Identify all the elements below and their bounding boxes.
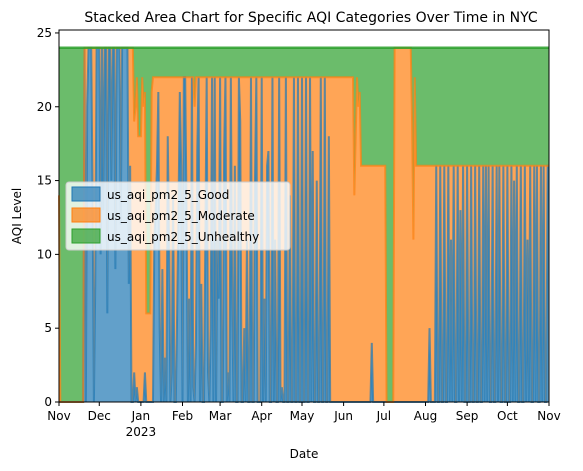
y-tick-label: 15 (37, 174, 52, 188)
x-tick-label: Mar (209, 409, 232, 423)
chart-title: Stacked Area Chart for Specific AQI Cate… (84, 10, 538, 26)
x-tick-label: Feb (172, 409, 193, 423)
x-tick-label: Apr (251, 409, 272, 423)
plot-frame (58, 29, 550, 403)
x-axis-label: Date (290, 447, 319, 461)
legend-label: us_aqi_pm2_5_Good (107, 188, 229, 202)
legend-swatch (71, 228, 101, 244)
x-tick-label: Jun (333, 409, 353, 423)
legend-swatch (71, 207, 101, 223)
x-tick-label: Aug (414, 409, 437, 423)
y-tick-label: 0 (44, 395, 52, 409)
plot-area (58, 29, 550, 403)
y-tick-label: 10 (37, 247, 52, 261)
series-area-unhealthy (59, 47, 549, 403)
series-layer (58, 46, 549, 403)
x-tick-label: Jul (376, 409, 391, 423)
legend-swatch (71, 186, 101, 202)
x-tick-year-label: 2023 (126, 425, 157, 439)
x-axis: Nov Dec Jan 2023 Feb Mar Apr May Jun Jul Aug Sep Oct… (47, 402, 561, 439)
y-tick-label: 5 (44, 321, 52, 335)
y-axis-label: AQI Level (10, 188, 24, 244)
legend-label: us_aqi_pm2_5_Unhealthy (107, 230, 259, 244)
series-line-moderate (58, 46, 549, 403)
y-tick-label: 20 (37, 100, 52, 114)
legend-frame (65, 181, 291, 251)
legend: us_aqi_pm2_5_Good us_aqi_pm2_5_Moderateus… (65, 181, 291, 251)
legend-label: us_aqi_pm2_5_Moderate (107, 209, 255, 223)
x-tick-label: May (290, 409, 315, 423)
x-tick-label: Sep (456, 409, 479, 423)
y-tick-label: 25 (37, 26, 52, 40)
y-axis: 0 5 10 15 20 25 (37, 26, 59, 409)
x-tick-label: Nov (47, 409, 70, 423)
x-tick-label: Oct (497, 409, 518, 423)
x-tick-label: Jan (131, 409, 151, 423)
x-tick-label: Nov (537, 409, 560, 423)
x-tick-label: Dec (88, 409, 111, 423)
